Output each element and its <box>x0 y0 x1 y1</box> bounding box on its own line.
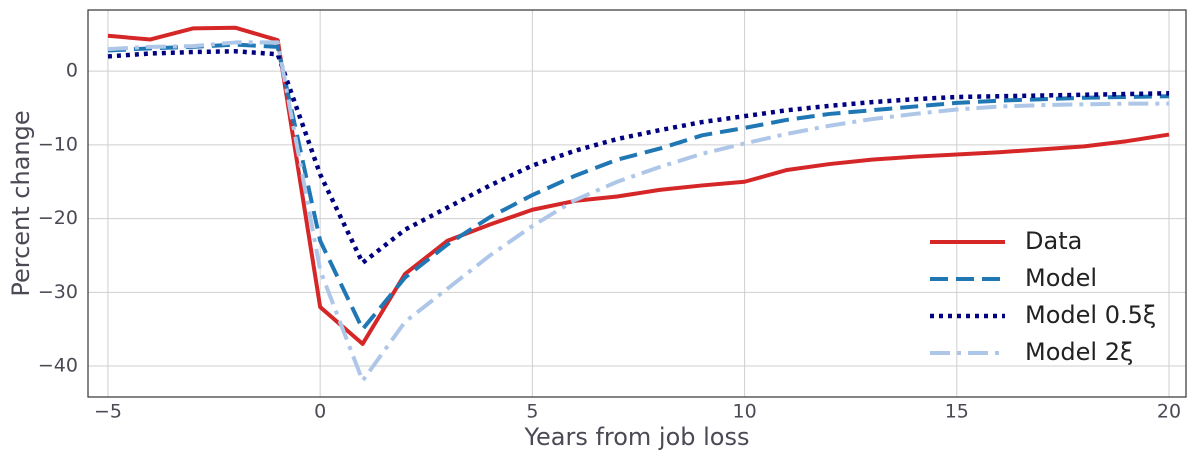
x-tick-label: 0 <box>314 401 326 423</box>
legend-label: Model <box>1025 264 1097 292</box>
x-tick-label: 15 <box>945 401 969 423</box>
series-line <box>107 40 1170 383</box>
x-tick-label: −5 <box>94 401 122 423</box>
legend-label: Model 0.5ξ <box>1025 301 1156 329</box>
plot-frame <box>87 9 1187 398</box>
x-axis-label: Years from job loss <box>524 423 750 450</box>
series-line <box>107 49 1170 266</box>
series-line <box>107 25 1170 346</box>
y-tick-label: 0 <box>66 60 78 82</box>
y-tick-label: −30 <box>38 281 78 303</box>
y-tick-label: −40 <box>38 355 78 377</box>
x-tick-label: 20 <box>1157 401 1181 423</box>
legend-label: Data <box>1025 227 1082 255</box>
y-axis-label: Percent change <box>7 110 35 296</box>
x-tick-label: 5 <box>526 401 538 423</box>
legend-label: Model 2ξ <box>1025 338 1133 366</box>
y-tick-label: −10 <box>38 133 78 155</box>
x-tick-label: 10 <box>732 401 756 423</box>
y-tick-label: −20 <box>38 207 78 229</box>
series-line <box>107 42 1170 332</box>
